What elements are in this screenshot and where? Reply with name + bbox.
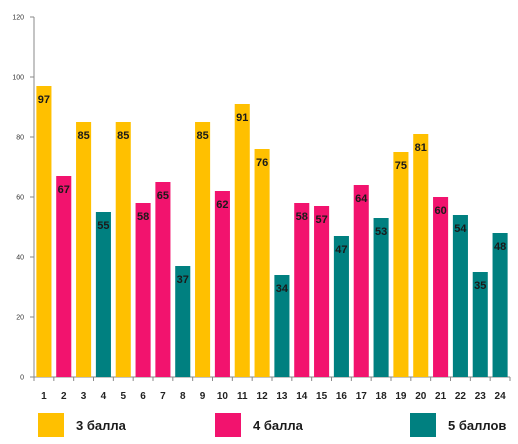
y-tick-label: 20	[16, 315, 24, 322]
bar	[294, 203, 310, 377]
data-labels: 97 67 85 55 85 58 65 37 85 62 91 76 34 58 57 47 64 53 75 81…	[38, 94, 506, 295]
bar	[492, 233, 508, 377]
x-tick-label: 21	[435, 391, 447, 402]
data-label: 35	[474, 280, 486, 292]
data-label: 65	[157, 190, 169, 202]
data-label: 91	[236, 112, 248, 124]
x-tick-label: 6	[140, 391, 146, 402]
bar	[452, 215, 468, 377]
x-tick-label: 13	[276, 391, 288, 402]
data-label: 37	[177, 274, 189, 286]
x-tick-label: 2	[61, 391, 67, 402]
legend-item-3: 3 балла	[38, 412, 126, 438]
x-tick-label: 5	[120, 391, 126, 402]
bar	[472, 272, 488, 377]
legend-label-4: 4 балла	[253, 417, 303, 433]
bar	[373, 218, 389, 377]
data-label: 58	[137, 211, 149, 223]
bar	[234, 104, 250, 377]
bar	[433, 197, 449, 377]
x-tick-label: 22	[455, 391, 467, 402]
legend-swatch-3	[38, 413, 64, 437]
bar	[393, 152, 409, 377]
y-axis: 0 20 40 60 80 100 120	[12, 15, 35, 382]
legend-item-4: 4 балла	[215, 412, 303, 438]
data-label: 62	[216, 199, 228, 211]
x-tick-label: 23	[475, 391, 487, 402]
y-tick-label: 100	[12, 75, 24, 82]
legend-label-3: 3 балла	[76, 417, 126, 433]
chart-legend: 3 балла 4 балла 5 баллов	[0, 412, 518, 442]
bar	[175, 266, 191, 377]
legend-swatch-4	[215, 413, 241, 437]
data-label: 58	[296, 211, 308, 223]
bar	[314, 206, 330, 377]
x-tick-label: 20	[415, 391, 427, 402]
legend-label-5: 5 баллов	[448, 417, 507, 433]
bar	[76, 122, 92, 377]
data-label: 55	[97, 220, 109, 232]
x-tick-label: 10	[217, 391, 229, 402]
x-tick-label: 8	[180, 391, 186, 402]
legend-item-5: 5 баллов	[410, 412, 506, 438]
data-label: 64	[355, 193, 368, 205]
x-tick-label: 3	[81, 391, 87, 402]
x-tick-label: 4	[101, 391, 107, 402]
data-label: 97	[38, 94, 50, 106]
data-label: 85	[77, 130, 89, 142]
data-label: 53	[375, 226, 387, 238]
bar	[214, 191, 230, 377]
x-tick-label: 17	[356, 391, 368, 402]
bar	[333, 236, 349, 377]
bar	[254, 149, 270, 377]
bar	[274, 275, 290, 377]
x-tick-label: 11	[237, 391, 248, 402]
legend-swatch-5	[410, 413, 436, 437]
x-tick-label: 16	[336, 391, 348, 402]
data-label: 67	[58, 184, 70, 196]
bar	[353, 185, 369, 377]
data-label: 75	[395, 160, 407, 172]
data-label: 57	[315, 214, 327, 226]
data-label: 48	[494, 241, 506, 253]
x-tick-label: 15	[316, 391, 328, 402]
data-label: 81	[415, 142, 427, 154]
bar	[195, 122, 211, 377]
bar	[36, 86, 52, 377]
x-tick-label: 14	[296, 391, 308, 402]
y-tick-label: 60	[16, 195, 24, 202]
y-tick-label: 120	[12, 15, 24, 22]
y-tick-label: 40	[16, 255, 24, 262]
data-label: 54	[454, 223, 467, 235]
data-label: 47	[335, 244, 347, 256]
data-label: 85	[196, 130, 208, 142]
bar	[115, 122, 131, 377]
bar	[56, 176, 72, 377]
x-tick-label: 7	[160, 391, 166, 402]
bar	[95, 212, 111, 377]
bar	[135, 203, 151, 377]
bar	[413, 134, 429, 377]
x-tick-label: 19	[395, 391, 407, 402]
x-tick-label: 12	[257, 391, 269, 402]
data-label: 76	[256, 157, 268, 169]
x-tick-label: 9	[200, 391, 206, 402]
x-tick-label: 1	[41, 391, 47, 402]
data-label: 60	[434, 205, 446, 217]
bar-series	[36, 86, 508, 377]
bar	[155, 182, 171, 377]
data-label: 34	[276, 283, 289, 295]
x-axis: 1 2 3 4 5 6 7 8 9 10 11 12 13 14 15 16 17 18 19 20 21 22 23 24	[33, 376, 511, 402]
x-tick-label: 18	[376, 391, 388, 402]
x-tick-label: 24	[495, 391, 507, 402]
data-label: 85	[117, 130, 129, 142]
y-tick-label: 80	[16, 135, 24, 142]
y-tick-label: 0	[20, 375, 24, 382]
